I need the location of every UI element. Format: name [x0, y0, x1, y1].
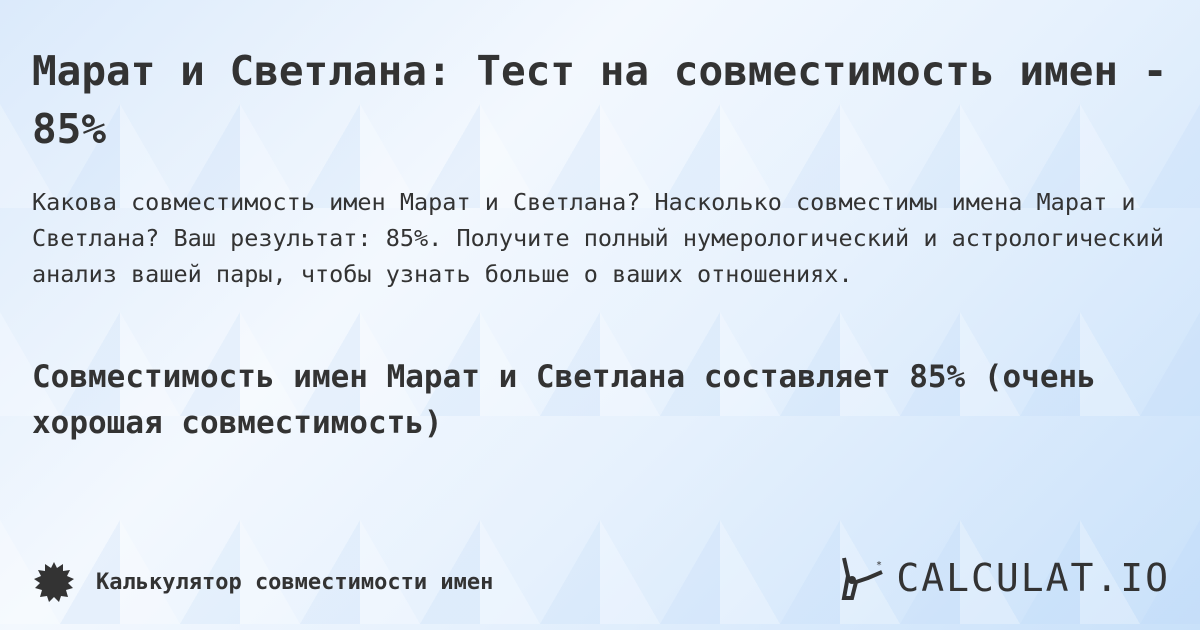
description: Какова совместимость имен Марат и Светла… — [32, 188, 1164, 288]
svg-text:*: * — [876, 560, 882, 571]
result-heading: Совместимость имен Марат и Светлана сост… — [32, 359, 1096, 441]
logo[interactable]: * CALCULAT.IO — [838, 556, 1170, 600]
footer-label: Калькулятор совместимости имен — [96, 569, 494, 595]
logo-text: CALCULAT.IO — [896, 556, 1170, 600]
badge-icon — [34, 562, 74, 602]
footer: Калькулятор совместимости имен — [32, 560, 493, 604]
hand-wand-icon: * — [841, 557, 884, 600]
page-title: Марат и Светлана: Тест на совместимость … — [32, 47, 1168, 153]
